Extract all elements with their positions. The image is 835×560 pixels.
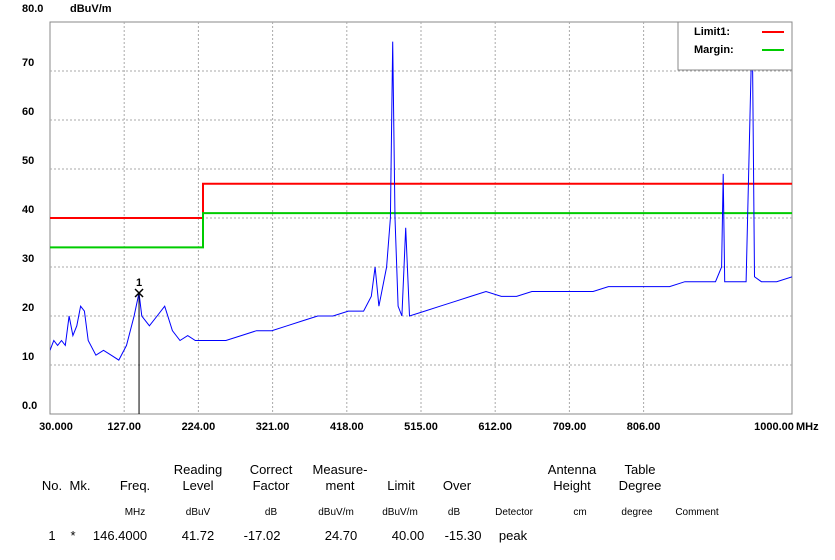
table-cell: peak: [498, 528, 528, 543]
marker-label: 1: [136, 277, 142, 289]
table-cell: Over: [442, 478, 472, 493]
table-cell: 41.72: [181, 528, 215, 543]
legend-label: Margin:: [694, 44, 734, 56]
table-cell: 24.70: [324, 528, 358, 543]
table-cell: dBuV: [185, 507, 211, 518]
y-tick-label: 10: [22, 351, 34, 363]
y-tick-label: 30: [22, 253, 34, 265]
x-tick-label: 806.00: [627, 421, 661, 433]
table-cell: -17.02: [243, 528, 281, 543]
y-tick-label: 80.0: [22, 3, 43, 15]
table-cell: Mk.: [69, 478, 91, 493]
table-cell: Antenna Height: [547, 462, 597, 493]
x-tick-label: 418.00: [330, 421, 364, 433]
y-tick-label: 0.0: [22, 400, 37, 412]
y-unit: dBuV/m: [70, 3, 112, 15]
table-cell: 40.00: [391, 528, 425, 543]
table-cell: -15.30: [444, 528, 482, 543]
table-cell: *: [70, 528, 76, 543]
table-cell: Detector: [495, 507, 533, 518]
y-tick-label: 60: [22, 106, 34, 118]
x-tick-label: 321.00: [256, 421, 290, 433]
table-cell: Freq.: [119, 478, 151, 493]
series-line: [50, 182, 792, 219]
y-tick-label: 20: [22, 302, 34, 314]
legend-box: [677, 21, 793, 71]
table-cell: dBuV/m: [318, 507, 354, 518]
x-tick-label: 515.00: [404, 421, 438, 433]
table-cell: No.: [41, 478, 63, 493]
table-cell: dBuV/m: [382, 507, 418, 518]
legend-label: Limit1:: [694, 26, 730, 38]
table-cell: dB: [447, 507, 461, 518]
x-tick-label: 709.00: [553, 421, 587, 433]
x-tick-label: 127.00: [107, 421, 141, 433]
table-cell: Comment: [675, 507, 719, 518]
y-tick-label: 50: [22, 155, 34, 167]
table-cell: 1: [48, 528, 56, 543]
marker-cross: [134, 288, 144, 298]
table-cell: Limit: [387, 478, 415, 493]
table-cell: degree: [621, 507, 653, 518]
table-cell: 146.4000: [92, 528, 148, 543]
series-line: [50, 22, 792, 361]
x-unit: MHz: [796, 421, 819, 433]
x-tick-label: 612.00: [478, 421, 512, 433]
table-cell: Table Degree: [618, 462, 662, 493]
table-cell: Reading Level: [173, 462, 223, 493]
table-cell: MHz: [124, 507, 146, 518]
series-line: [50, 212, 792, 249]
table-cell: Measure- ment: [312, 462, 368, 493]
plot-lines: [50, 22, 792, 361]
table-cell: Correct Factor: [249, 462, 293, 493]
x-tick-label: 224.00: [182, 421, 216, 433]
x-tick-label: 1000.00: [754, 421, 794, 433]
y-tick-label: 70: [22, 57, 34, 69]
x-tick-label: 30.000: [39, 421, 73, 433]
table-cell: dB: [264, 507, 278, 518]
table-cell: cm: [573, 507, 587, 518]
y-tick-label: 40: [22, 204, 34, 216]
